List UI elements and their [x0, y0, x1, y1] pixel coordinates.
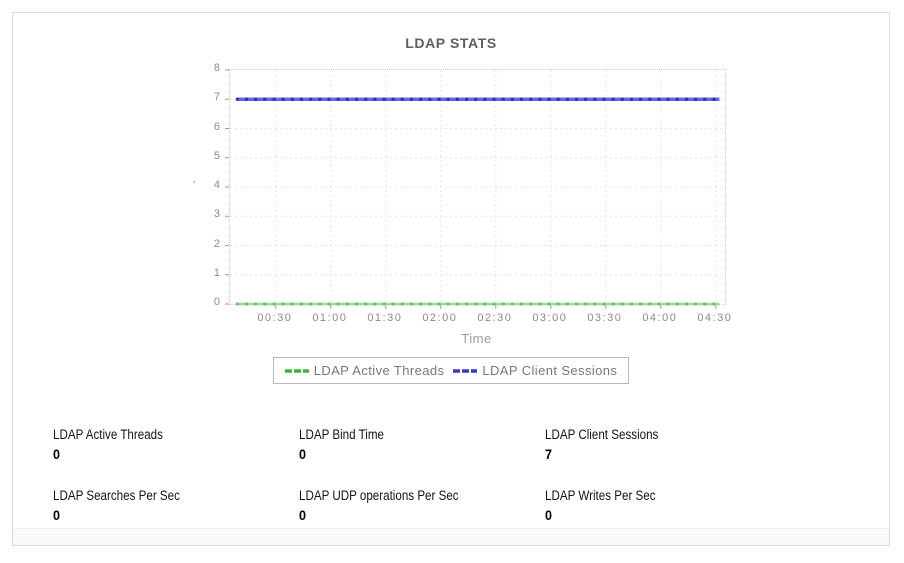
- legend-label: LDAP Active Threads: [313, 363, 445, 378]
- x-tick-label: 02:30: [477, 312, 513, 324]
- plot-area: [225, 69, 726, 309]
- x-tick-label: 02:00: [422, 312, 458, 324]
- legend-line-swatch: [284, 368, 309, 373]
- stat-ldap-bind-time: LDAP Bind Time 0: [299, 427, 545, 462]
- x-tick-label: 03:00: [532, 312, 568, 324]
- y-tick-label: 7: [213, 91, 221, 104]
- y-tick-label: 0: [213, 296, 221, 308]
- stat-value: 0: [299, 507, 307, 523]
- y-tick-label: 2: [213, 237, 221, 250]
- stats-grid: LDAP Active Threads 0 LDAP Bind Time 0 LDAP …: [53, 427, 791, 523]
- y-tick-label: 5: [213, 149, 221, 162]
- stat-label: LDAP Client Sessions: [545, 427, 659, 442]
- x-tick-label: 01:30: [367, 312, 403, 324]
- chart-title: LDAP STATS: [405, 35, 497, 51]
- x-tick-label: 01:00: [312, 312, 348, 324]
- x-tick-label: 04:30: [697, 312, 733, 324]
- y-tick-label: 4: [213, 179, 221, 191]
- stat-label: LDAP Active Threads: [53, 427, 163, 442]
- stat-value: 7: [545, 446, 553, 462]
- stat-ldap-writes-per-sec: LDAP Writes Per Sec 0: [545, 488, 791, 523]
- stat-label: LDAP Searches Per Sec: [53, 488, 180, 503]
- legend-line-swatch: [453, 368, 478, 373]
- stat-value: 0: [53, 446, 61, 462]
- x-axis-title: Time: [461, 331, 492, 346]
- stat-label: LDAP Bind Time: [299, 427, 384, 442]
- legend-item-ldap-client-sessions: LDAP Client Sessions: [453, 363, 617, 378]
- y-tick-label: 8: [213, 62, 221, 74]
- stat-value: 0: [53, 507, 61, 523]
- chart-canvas: [225, 69, 725, 309]
- x-tick-label: 00:30: [257, 312, 293, 324]
- chart-legend: LDAP Active Threads LDAP Client Sessions: [13, 357, 889, 384]
- stat-ldap-active-threads: LDAP Active Threads 0: [53, 427, 299, 462]
- x-tick-label: 03:30: [587, 312, 623, 324]
- legend-label: LDAP Client Sessions: [482, 363, 618, 378]
- stat-value: 0: [545, 507, 553, 523]
- y-tick-label: 3: [213, 208, 221, 221]
- stat-ldap-client-sessions: LDAP Client Sessions 7: [545, 427, 791, 462]
- footer-strip: [13, 528, 889, 545]
- x-tick-label: 04:00: [642, 312, 678, 324]
- legend-box: LDAP Active Threads LDAP Client Sessions: [272, 357, 630, 384]
- stat-ldap-udp-operations-per-sec: LDAP UDP operations Per Sec 0: [299, 488, 545, 523]
- stat-value: 0: [299, 446, 307, 462]
- legend-item-ldap-active-threads: LDAP Active Threads: [284, 363, 445, 378]
- stat-label: LDAP UDP operations Per Sec: [299, 488, 459, 503]
- y-tick-label: 6: [213, 120, 221, 133]
- stat-ldap-searches-per-sec: LDAP Searches Per Sec 0: [53, 488, 299, 523]
- y-tick-label: 1: [213, 266, 221, 279]
- stat-label: LDAP Writes Per Sec: [545, 488, 656, 503]
